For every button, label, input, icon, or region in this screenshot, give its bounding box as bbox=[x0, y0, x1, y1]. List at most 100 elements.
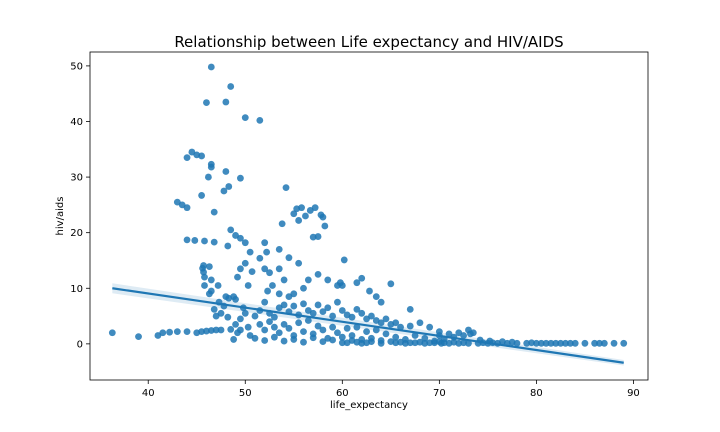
y-tick-label: 50 bbox=[70, 61, 83, 72]
data-point bbox=[261, 265, 269, 273]
data-point bbox=[314, 233, 322, 240]
data-point bbox=[562, 339, 569, 347]
data-point bbox=[411, 332, 419, 339]
data-point bbox=[499, 338, 506, 346]
data-point bbox=[300, 328, 307, 336]
data-point bbox=[382, 330, 390, 338]
data-point bbox=[319, 213, 327, 221]
x-tick-label: 80 bbox=[530, 388, 543, 399]
data-point bbox=[275, 265, 283, 273]
data-point bbox=[566, 339, 574, 347]
data-point bbox=[203, 99, 210, 106]
data-point bbox=[542, 339, 550, 347]
data-point bbox=[314, 270, 322, 278]
data-point bbox=[230, 336, 238, 343]
data-point bbox=[368, 312, 375, 320]
data-point bbox=[353, 323, 361, 331]
data-point bbox=[280, 337, 288, 345]
data-point bbox=[300, 284, 307, 292]
data-point bbox=[537, 339, 545, 347]
data-point bbox=[372, 293, 380, 301]
data-point bbox=[610, 339, 618, 347]
data-point bbox=[290, 290, 298, 298]
data-point bbox=[338, 339, 346, 347]
data-point bbox=[591, 339, 599, 347]
data-point bbox=[300, 300, 307, 308]
plot-area bbox=[108, 63, 628, 366]
y-tick-label: 20 bbox=[70, 228, 83, 239]
data-point bbox=[340, 256, 348, 264]
data-point bbox=[329, 312, 337, 320]
data-point bbox=[261, 298, 269, 306]
plot-frame bbox=[89, 51, 649, 381]
data-point bbox=[620, 339, 628, 347]
data-point bbox=[224, 313, 232, 321]
data-point bbox=[191, 237, 199, 244]
data-point bbox=[222, 168, 230, 175]
data-point bbox=[207, 63, 215, 71]
data-point bbox=[397, 323, 404, 331]
y-axis: 0 10 20 30 40 50 bbox=[70, 61, 90, 350]
x-axis-label: life_expectancy bbox=[330, 400, 408, 411]
data-point bbox=[210, 305, 218, 313]
data-point bbox=[392, 333, 400, 341]
data-point bbox=[224, 242, 232, 250]
data-point bbox=[198, 152, 206, 160]
data-point bbox=[406, 305, 414, 313]
data-point bbox=[256, 116, 264, 124]
data-point bbox=[319, 338, 327, 346]
data-point bbox=[234, 329, 241, 337]
data-point bbox=[343, 324, 351, 332]
data-point bbox=[295, 259, 303, 267]
data-point bbox=[353, 305, 361, 313]
data-point bbox=[285, 324, 293, 332]
confidence-band bbox=[112, 283, 624, 366]
data-point bbox=[596, 339, 603, 347]
data-point bbox=[166, 328, 173, 336]
data-point bbox=[241, 309, 249, 317]
data-point bbox=[358, 274, 366, 282]
data-point bbox=[244, 282, 252, 289]
data-point bbox=[377, 298, 385, 306]
data-point bbox=[392, 319, 400, 327]
data-point bbox=[183, 204, 191, 212]
data-point bbox=[324, 304, 332, 312]
data-point bbox=[319, 326, 327, 334]
data-point bbox=[445, 330, 453, 338]
data-point bbox=[353, 338, 361, 346]
data-point bbox=[214, 282, 222, 289]
data-point bbox=[295, 217, 303, 224]
data-point bbox=[251, 312, 259, 320]
data-point bbox=[557, 339, 565, 347]
data-point bbox=[201, 273, 208, 281]
data-point bbox=[431, 339, 438, 347]
x-tick-label: 60 bbox=[336, 388, 349, 399]
x-tick-label: 90 bbox=[627, 388, 640, 399]
data-point bbox=[269, 282, 276, 289]
y-tick-label: 30 bbox=[70, 173, 83, 184]
data-point bbox=[207, 163, 215, 171]
data-point bbox=[334, 298, 341, 306]
data-point bbox=[387, 280, 395, 288]
data-point bbox=[465, 339, 472, 347]
data-point bbox=[426, 323, 434, 331]
data-point bbox=[266, 318, 273, 326]
data-point bbox=[225, 183, 233, 190]
data-point bbox=[547, 339, 555, 347]
data-point bbox=[263, 248, 271, 256]
data-point bbox=[275, 245, 283, 253]
data-point bbox=[201, 237, 208, 245]
data-point bbox=[300, 338, 307, 346]
data-point bbox=[159, 329, 167, 337]
data-point bbox=[363, 328, 370, 336]
data-point bbox=[309, 309, 317, 317]
data-point bbox=[411, 339, 419, 347]
data-point bbox=[304, 276, 312, 284]
data-point bbox=[210, 208, 218, 216]
data-point bbox=[232, 321, 239, 328]
data-point bbox=[200, 262, 207, 269]
data-point bbox=[237, 315, 244, 323]
regression-line bbox=[112, 287, 624, 364]
data-point bbox=[270, 323, 278, 331]
data-point bbox=[280, 276, 288, 284]
